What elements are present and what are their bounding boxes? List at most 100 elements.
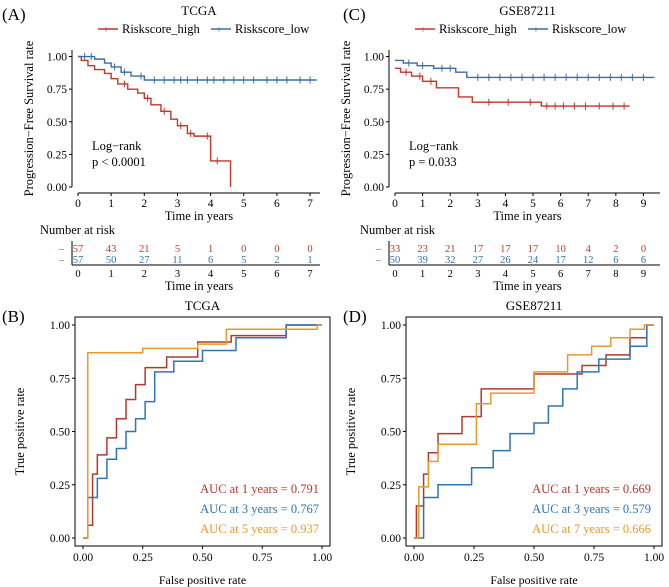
survival-curve [395, 67, 630, 107]
auc-label: AUC at 1 years = 0.669 [532, 482, 651, 496]
y-tick-label: 0.25 [364, 149, 384, 161]
y-tick-label: 1.00 [50, 320, 70, 332]
chart-title: TCGA [181, 3, 217, 18]
x-tick-label: 8 [613, 198, 619, 210]
risk-count: 0 [274, 244, 279, 255]
risk-time-label: 1 [420, 269, 425, 280]
risk-row-marker: – [58, 244, 65, 255]
risk-count: 2 [274, 255, 279, 266]
roc-curve [414, 324, 654, 539]
y-tick-label: 0.75 [364, 84, 384, 96]
x-tick-label: 9 [641, 198, 647, 210]
risk-count: 33 [390, 244, 401, 255]
y-axis-title: Progression−Free Survival rate [22, 40, 36, 196]
risk-count: 24 [528, 255, 539, 266]
risk-count: 2 [613, 244, 618, 255]
risk-count: 57 [73, 244, 84, 255]
risk-time-label: 4 [503, 269, 509, 280]
x-tick-label: 0.50 [192, 552, 212, 564]
x-tick-label: 3 [175, 198, 181, 210]
p-value-label: p = 0.033 [409, 155, 457, 169]
y-tick-label: 0.75 [47, 84, 67, 96]
risk-row-marker: – [375, 244, 382, 255]
risk-time-label: 3 [475, 269, 480, 280]
x-tick-label: 2 [141, 198, 147, 210]
legend-label: Riskscore_high [122, 22, 201, 36]
y-tick-label: 0.75 [381, 373, 401, 385]
panel-label: (D) [343, 307, 367, 326]
risk-count: 21 [139, 244, 150, 255]
risk-table-xlabel: Time in years [165, 279, 233, 293]
survival-curve [395, 59, 655, 79]
legend-label: Riskscore_high [439, 22, 518, 36]
x-tick-label: 0.75 [584, 552, 604, 564]
roc-panel-gse87211: (D) GSE87211 0.00 0.25 0.50 0.75 1.00 0.00 0.25 0… [343, 298, 664, 587]
risk-count: 1 [307, 255, 312, 266]
km-panel-tcga: (A) TCGA + Riskscore_high + Riskscore_low 0.00… [2, 3, 320, 293]
legend-label: Riskscore_low [552, 22, 626, 36]
x-tick-label: 5 [530, 198, 536, 210]
y-tick-label: 1.00 [47, 52, 67, 64]
risk-time-label: 7 [307, 269, 312, 280]
y-tick-label: 0.00 [47, 182, 67, 194]
risk-table-title: Number at risk [40, 223, 116, 237]
logrank-label: Log−rank [409, 139, 459, 153]
x-tick-label: 0 [75, 198, 81, 210]
risk-count: 21 [445, 244, 456, 255]
y-tick-label: 0.00 [50, 533, 70, 545]
x-tick-label: 6 [558, 198, 564, 210]
risk-table-xlabel: Time in years [493, 279, 561, 293]
risk-count: 27 [473, 255, 484, 266]
x-tick-label: 2 [447, 198, 453, 210]
risk-time-label: 4 [208, 269, 214, 280]
risk-count: 0 [641, 244, 646, 255]
risk-row-marker: – [375, 255, 382, 266]
roc-curve [83, 324, 322, 539]
x-tick-label: 1 [108, 198, 114, 210]
chart-title: TCGA [185, 298, 221, 313]
risk-time-label: 7 [586, 269, 591, 280]
p-value-label: p < 0.0001 [92, 155, 146, 169]
risk-time-label: 0 [75, 269, 80, 280]
x-axis-title: False positive rate [490, 573, 577, 587]
roc-curve [414, 324, 654, 539]
risk-count: 5 [175, 244, 180, 255]
x-tick-label: 7 [307, 198, 313, 210]
risk-count: 23 [417, 244, 428, 255]
auc-label: AUC at 3 years = 0.767 [200, 502, 319, 516]
survival-curve [78, 55, 317, 81]
x-axis-title: Time in years [165, 209, 233, 223]
risk-count: 17 [528, 244, 539, 255]
x-tick-label: 0.00 [404, 552, 424, 564]
risk-count: 32 [445, 255, 456, 266]
y-axis-title: Progression−Free Survival rate [339, 40, 353, 196]
risk-table-title: Number at risk [360, 223, 436, 237]
risk-count: 6 [641, 255, 646, 266]
risk-time-label: 9 [641, 269, 646, 280]
risk-count: 17 [500, 244, 511, 255]
auc-label: AUC at 7 years = 0.666 [532, 522, 651, 536]
roc-panel-tcga: (B) TCGA 0.00 0.25 0.50 0.75 1.00 0.00 0.25 0.50 0… [2, 298, 332, 587]
x-tick-label: 4 [208, 198, 214, 210]
x-tick-label: 0.50 [524, 552, 544, 564]
y-tick-label: 0.50 [50, 427, 70, 439]
legend-swatch-mark: + [216, 24, 222, 36]
risk-count: 50 [390, 255, 401, 266]
x-tick-label: 0.75 [252, 552, 272, 564]
panel-label: (B) [2, 307, 25, 326]
risk-count: 11 [172, 255, 182, 266]
x-tick-label: 5 [241, 198, 247, 210]
x-tick-label: 3 [475, 198, 481, 210]
y-tick-label: 1.00 [381, 320, 401, 332]
x-axis-title: Time in years [493, 209, 561, 223]
auc-label: AUC at 1 years = 0.791 [200, 482, 319, 496]
risk-row-marker: – [58, 255, 65, 266]
risk-count: 39 [417, 255, 428, 266]
risk-time-label: 5 [241, 269, 246, 280]
risk-count: 57 [73, 255, 84, 266]
legend-swatch-mark: + [103, 24, 109, 36]
risk-time-label: 8 [613, 269, 618, 280]
risk-time-label: 6 [274, 269, 279, 280]
risk-time-label: 1 [109, 269, 114, 280]
roc-curve [83, 324, 322, 539]
